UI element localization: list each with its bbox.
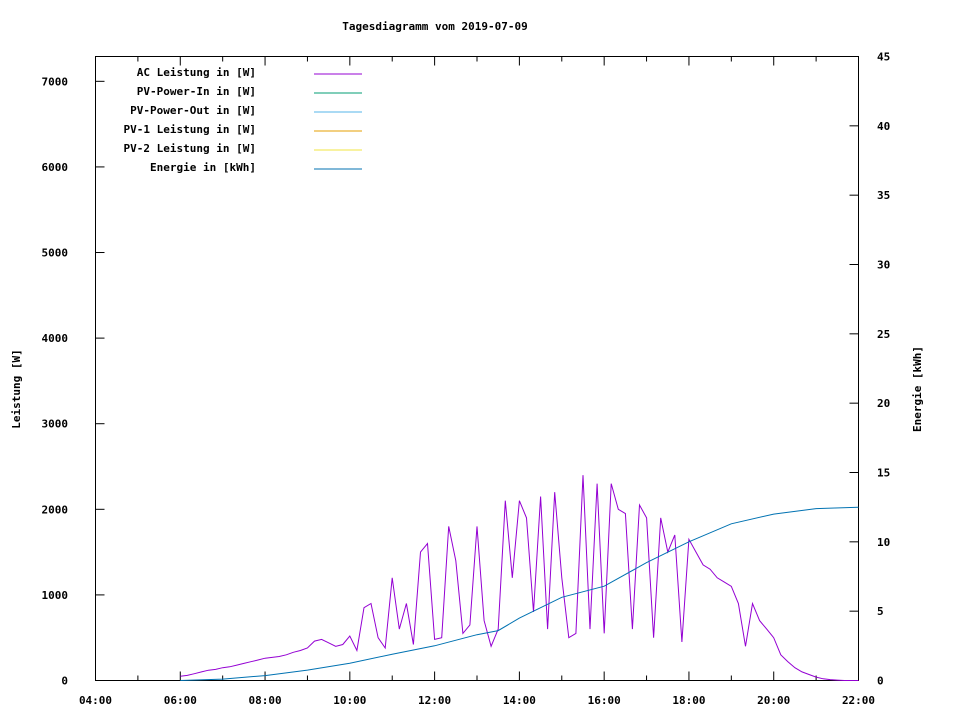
y2-tick-label: 5 [877,605,884,618]
legend-label: PV-1 Leistung in [W] [124,123,256,136]
y-tick-label: 0 [61,675,68,688]
y2-tick-label: 10 [877,536,890,549]
chart-title: Tagesdiagramm vom 2019-07-09 [342,20,527,33]
y2-tick-label: 15 [877,467,890,480]
y-tick-label: 5000 [42,247,69,260]
y2-tick-label: 35 [877,189,890,202]
legend-label: PV-2 Leistung in [W] [124,142,256,155]
y-tick-label: 7000 [42,75,69,88]
y-axis-label: Leistung [W] [10,349,23,428]
x-tick-label: 14:00 [503,694,536,707]
y-tick-label: 4000 [42,332,69,345]
legend-label: Energie in [kWh] [150,161,256,174]
x-tick-label: 06:00 [164,694,197,707]
x-tick-label: 20:00 [757,694,790,707]
x-tick-label: 10:00 [333,694,366,707]
y2-tick-label: 20 [877,397,890,410]
x-tick-label: 18:00 [672,694,705,707]
legend-label: PV-Power-In in [W] [137,85,256,98]
y2-tick-label: 30 [877,259,890,272]
y2-tick-label: 0 [877,675,884,688]
y2-axis-label: Energie [kWh] [911,346,924,432]
series-line-5 [180,506,859,681]
legend-label: PV-Power-Out in [W] [130,104,256,117]
y-tick-label: 3000 [42,418,69,431]
x-tick-label: 04:00 [79,694,112,707]
y-tick-label: 1000 [42,589,69,602]
y2-tick-label: 45 [877,51,890,64]
axis-ticks: 04:00 06:00 08:00 10:00 12:00 14:00 16:00 18:00… [42,51,891,708]
y2-tick-label: 40 [877,120,890,133]
x-tick-label: 12:00 [418,694,451,707]
series-group [180,475,859,681]
legend: AC Leistung in [W] PV-Power-In in [W] PV-P… [124,66,362,174]
y2-tick-label: 25 [877,328,890,341]
x-tick-label: 22:00 [842,694,875,707]
y-tick-label: 6000 [42,161,69,174]
x-tick-label: 08:00 [248,694,281,707]
y-tick-label: 2000 [42,503,69,516]
legend-label: AC Leistung in [W] [137,66,256,79]
series-line-0 [180,475,859,681]
x-tick-label: 16:00 [588,694,621,707]
